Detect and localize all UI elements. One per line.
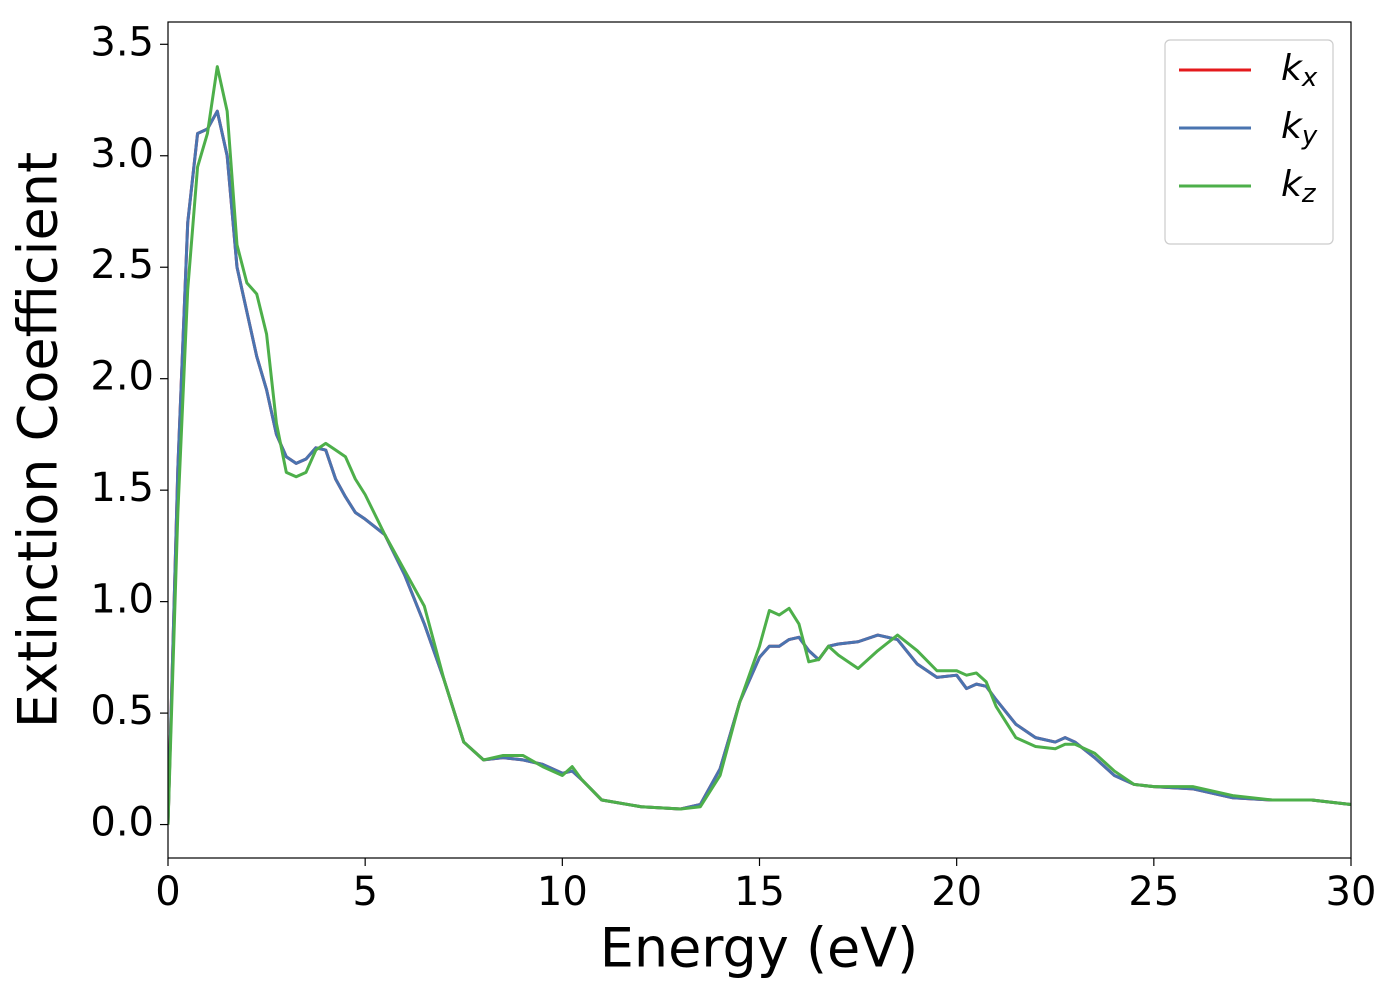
- x-tick-label: 5: [352, 869, 377, 915]
- y-tick-label: 1.5: [90, 465, 154, 511]
- y-tick-label: 0.0: [90, 800, 154, 846]
- x-axis-label: Energy (eV): [600, 917, 919, 980]
- x-tick-label: 30: [1326, 869, 1377, 915]
- x-tick-label: 20: [931, 869, 982, 915]
- y-tick-label: 0.5: [90, 688, 154, 734]
- x-tick-label: 25: [1128, 869, 1179, 915]
- series-line: [168, 65, 1351, 825]
- x-tick-label: 0: [155, 869, 180, 915]
- y-tick-label: 2.0: [90, 354, 154, 400]
- x-tick-label: 15: [734, 869, 785, 915]
- y-axis-label: Extinction Coefficient: [7, 152, 70, 728]
- legend-label: ky: [1281, 106, 1318, 151]
- legend-label: kx: [1281, 48, 1318, 93]
- y-tick-label: 2.5: [90, 242, 154, 288]
- x-tick-label: 10: [537, 869, 588, 915]
- legend-box: [1164, 39, 1334, 245]
- y-tick-label: 3.0: [90, 131, 154, 177]
- legend-label: kz: [1281, 164, 1317, 209]
- y-tick-label: 3.5: [90, 19, 154, 65]
- y-tick-label: 1.0: [90, 577, 154, 623]
